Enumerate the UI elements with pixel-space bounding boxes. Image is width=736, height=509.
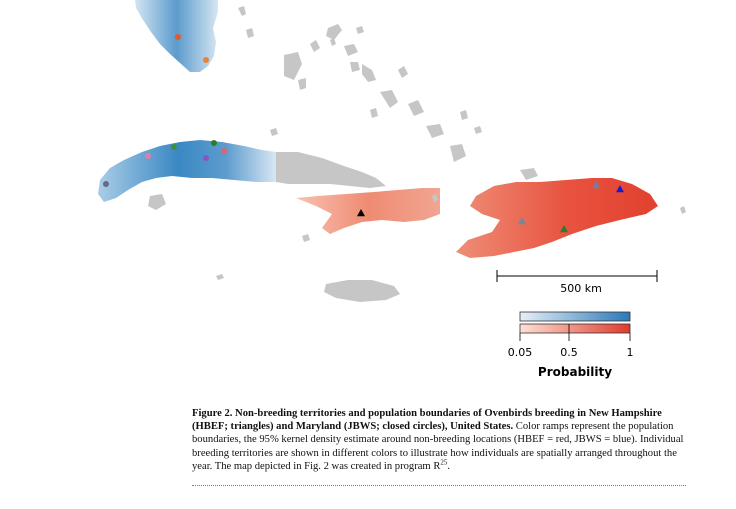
jbws-territory-circle bbox=[211, 140, 217, 146]
jbws-territory-circle bbox=[203, 57, 209, 63]
jbws-territory-circle bbox=[175, 34, 181, 40]
legend-tick-high: 1 bbox=[627, 346, 634, 359]
scale-bar-label: 500 km bbox=[560, 282, 602, 295]
jamaica-landmass bbox=[324, 280, 400, 302]
jbws-circle-markers bbox=[103, 34, 227, 187]
hbef-triangle-markers bbox=[357, 181, 624, 233]
hispaniola-red-region bbox=[456, 178, 658, 258]
caribbean-map: 500 km 0.05 0.5 1 Probability bbox=[98, 0, 686, 379]
jbws-territory-circle bbox=[171, 144, 177, 150]
scale-bar: 500 km bbox=[496, 270, 658, 295]
jbws-territory-circle bbox=[145, 153, 151, 159]
legend-title: Probability bbox=[538, 365, 612, 379]
caption-reference: 25 bbox=[440, 458, 448, 467]
figure-caption: Figure 2. Non-breeding territories and p… bbox=[192, 407, 684, 473]
small-cays bbox=[216, 194, 686, 280]
jbws-territory-circle bbox=[221, 148, 227, 154]
cuba-east-landmass bbox=[276, 152, 386, 188]
hbef-territory-triangle bbox=[616, 185, 624, 193]
isla-juventud bbox=[148, 194, 166, 210]
probability-legend: 0.05 0.5 1 Probability bbox=[508, 311, 634, 379]
legend-red-ramp bbox=[519, 323, 631, 334]
cuba-blue-region bbox=[98, 140, 276, 202]
legend-tick-mid: 0.5 bbox=[560, 346, 578, 359]
caption-body-text: Color ramps represent the population bou… bbox=[192, 421, 684, 472]
jbws-territory-circle bbox=[103, 181, 109, 187]
hbef-territory-triangle bbox=[357, 209, 365, 217]
caption-bold-text: Figure 2. Non-breeding territories and p… bbox=[192, 408, 662, 433]
caption-end: . bbox=[447, 460, 451, 472]
caption-divider bbox=[192, 485, 686, 486]
bahamas-islands bbox=[238, 6, 538, 180]
jbws-territory-circle bbox=[203, 155, 209, 161]
haiti-red-region bbox=[296, 188, 440, 234]
hbef-territory-triangle bbox=[560, 225, 568, 233]
hbef-territory-triangle bbox=[592, 181, 600, 189]
legend-blue-ramp bbox=[519, 311, 631, 322]
legend-tick-low: 0.05 bbox=[508, 346, 533, 359]
hbef-territory-triangle bbox=[518, 217, 526, 225]
